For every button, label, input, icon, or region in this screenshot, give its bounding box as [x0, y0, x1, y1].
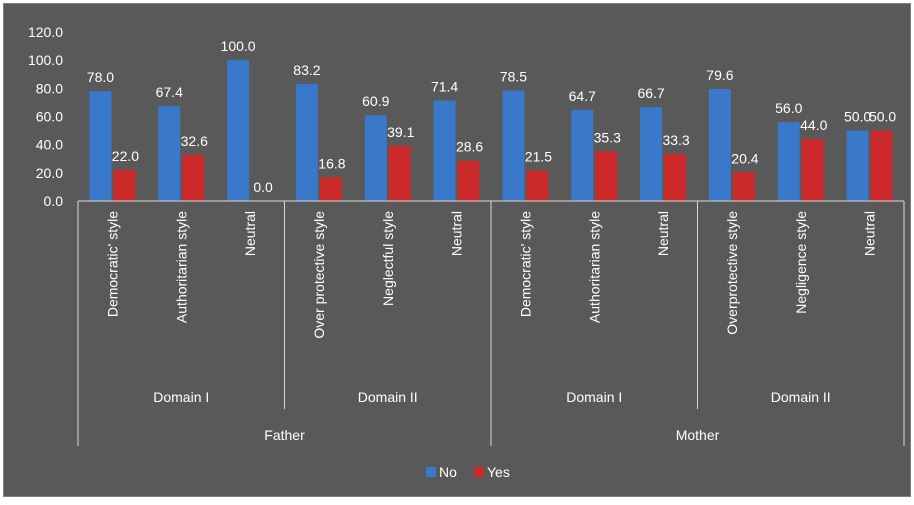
- category-label: Democratic' style: [104, 211, 120, 317]
- legend-swatch-yes: [474, 467, 484, 477]
- data-label-no: 60.9: [362, 93, 389, 109]
- bar-yes: [801, 139, 824, 201]
- bar-yes: [526, 170, 549, 201]
- data-label-no: 67.4: [156, 84, 183, 100]
- data-label-yes: 28.6: [456, 139, 483, 155]
- data-label-yes: 21.5: [525, 149, 552, 165]
- domain-group-label: Domain II: [358, 389, 418, 405]
- bar-yes: [457, 160, 480, 201]
- data-label-yes: 22.0: [112, 148, 139, 164]
- bar-no: [640, 107, 663, 201]
- bar-no: [295, 83, 318, 201]
- category-label: Neutral: [449, 211, 465, 256]
- data-label-yes: 39.1: [387, 124, 414, 140]
- chart-frame: [3, 3, 911, 497]
- legend-label-no: No: [439, 464, 457, 480]
- bar-yes: [113, 170, 136, 201]
- data-label-no: 56.0: [775, 100, 802, 116]
- data-label-yes: 32.6: [181, 133, 208, 149]
- domain-group-label: Domain I: [566, 389, 622, 405]
- data-label-yes: 35.3: [594, 129, 621, 145]
- category-label: Authoritarian style: [586, 211, 602, 323]
- data-label-no: 50.0: [844, 109, 871, 125]
- data-label-yes: 50.0: [869, 109, 896, 125]
- data-label-no: 79.6: [706, 67, 733, 83]
- bar-yes: [664, 154, 687, 201]
- legend-swatch-no: [426, 467, 436, 477]
- category-label: Negligence style: [793, 211, 809, 314]
- y-tick-label: 120.0: [28, 24, 63, 40]
- y-tick-label: 20.0: [36, 165, 63, 181]
- category-label: Neutral: [655, 211, 671, 256]
- bar-yes: [319, 177, 342, 201]
- data-label-yes: 0.0: [253, 179, 273, 195]
- data-label-no: 100.0: [221, 38, 256, 54]
- category-label: Democratic' style: [517, 211, 533, 317]
- bar-no: [158, 106, 181, 201]
- data-label-no: 83.2: [293, 62, 320, 78]
- bar-yes: [732, 172, 755, 201]
- data-label-no: 78.5: [500, 68, 527, 84]
- domain-group-label: Domain I: [153, 389, 209, 405]
- category-label: Authoritarian style: [173, 211, 189, 323]
- bar-no: [89, 91, 112, 201]
- bar-yes: [388, 145, 411, 201]
- data-label-yes: 33.3: [662, 132, 689, 148]
- data-label-no: 66.7: [637, 85, 664, 101]
- chart-background: [3, 3, 911, 497]
- legend-label-yes: Yes: [487, 464, 510, 480]
- parent-group-label: Father: [264, 427, 305, 443]
- bar-no: [227, 60, 250, 201]
- bar-no: [708, 88, 731, 201]
- category-label: Neutral: [862, 211, 878, 256]
- bar-no: [364, 115, 387, 201]
- data-label-no: 71.4: [431, 78, 458, 94]
- category-label: Neutral: [242, 211, 258, 256]
- category-label: Overprotective style: [724, 211, 740, 335]
- bar-no: [571, 109, 594, 201]
- y-tick-label: 0.0: [44, 193, 64, 209]
- bar-no: [777, 122, 800, 201]
- bar-yes: [870, 130, 893, 201]
- bar-no: [502, 90, 525, 201]
- category-label: Neglectful style: [380, 211, 396, 306]
- y-tick-label: 60.0: [36, 109, 63, 125]
- y-tick-label: 100.0: [28, 52, 63, 68]
- data-label-yes: 16.8: [318, 155, 345, 171]
- data-label-no: 64.7: [569, 88, 596, 104]
- bar-yes: [182, 155, 205, 201]
- data-label-no: 78.0: [87, 69, 114, 85]
- parent-group-label: Mother: [676, 427, 720, 443]
- category-label: Over protective style: [311, 211, 327, 339]
- data-label-yes: 44.0: [800, 117, 827, 133]
- data-label-yes: 20.4: [731, 150, 758, 166]
- bar-no: [846, 130, 869, 201]
- y-tick-label: 40.0: [36, 137, 63, 153]
- bar-yes: [595, 151, 618, 201]
- domain-group-label: Domain II: [771, 389, 831, 405]
- bar-no: [433, 100, 456, 201]
- y-tick-label: 80.0: [36, 80, 63, 96]
